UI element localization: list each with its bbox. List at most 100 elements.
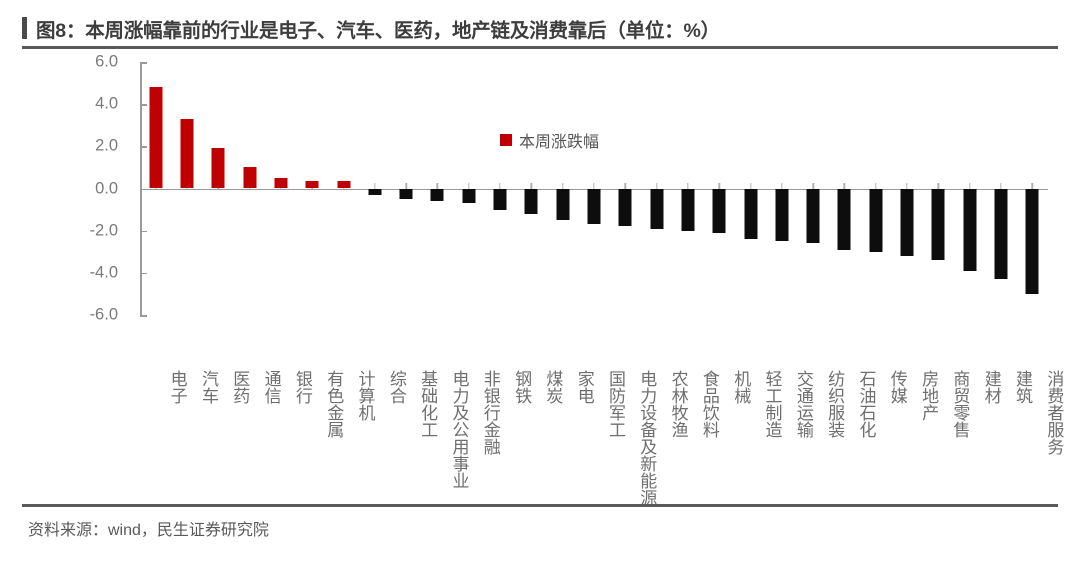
bar[interactable] [650, 188, 664, 229]
bar-slot [547, 62, 578, 315]
bar[interactable] [837, 188, 851, 250]
bar-slot [140, 62, 171, 315]
x-axis-category-label: 有色金属 [324, 370, 344, 438]
legend-label: 本周涨跌幅 [519, 134, 600, 151]
bar[interactable] [556, 188, 570, 221]
x-axis-category-label: 通信 [261, 370, 281, 404]
bar[interactable] [462, 188, 476, 204]
bar-slot [359, 62, 390, 315]
bar[interactable] [900, 188, 914, 256]
legend-swatch-icon [500, 134, 512, 146]
bar[interactable] [963, 188, 977, 271]
x-axis-category-label: 钢铁 [512, 370, 532, 404]
bar-slot [766, 62, 797, 315]
y-axis-labels: 6.0 4.0 2.0 0.0 -2.0 -4.0 -6.0 [22, 52, 130, 324]
x-axis-tick [530, 182, 533, 189]
bar-slot [516, 62, 547, 315]
x-axis-tick [468, 182, 470, 189]
x-axis-tick [499, 182, 501, 189]
bar[interactable] [681, 188, 695, 231]
bar-slot [704, 62, 735, 315]
x-axis-category-label: 煤炭 [543, 370, 563, 404]
bar-slot [1017, 62, 1048, 315]
bar-slot [390, 62, 421, 315]
bar[interactable] [1025, 188, 1039, 294]
x-axis-tick [1000, 182, 1002, 189]
y-axis-tick [140, 230, 147, 233]
bar[interactable] [744, 188, 758, 240]
x-axis-category-label: 汽车 [198, 370, 218, 404]
x-axis-category-label: 电力及公用事业 [449, 370, 469, 489]
x-axis-category-label: 建材 [981, 370, 1001, 404]
x-axis-tick [781, 182, 783, 189]
y-axis-tick-label: 4.0 [95, 94, 118, 113]
x-axis-category-label: 国防军工 [606, 370, 625, 438]
footer-divider [22, 504, 1058, 507]
x-axis-category-label: 电力设备及新能源 [637, 370, 657, 506]
bar[interactable] [775, 188, 789, 242]
bar-slot [672, 62, 703, 315]
x-axis-category-label: 消费者服务 [1044, 370, 1064, 455]
page-title: 图8：本周涨幅靠前的行业是电子、汽车、医药，地产链及消费靠后（单位：%） [36, 19, 720, 42]
x-axis-category-label: 机械 [731, 370, 751, 404]
x-axis-category-label: 房地产 [919, 370, 939, 421]
x-axis-tick [374, 182, 376, 189]
bar[interactable] [430, 188, 444, 202]
bar-slot [453, 62, 484, 315]
title-accent-bar [22, 17, 27, 39]
bar[interactable] [931, 188, 945, 261]
x-axis-tick [812, 182, 814, 189]
y-axis-tick [140, 315, 147, 317]
bar-slot [484, 62, 515, 315]
y-axis-tick [140, 104, 147, 106]
bar[interactable] [524, 188, 538, 214]
bar[interactable] [869, 188, 883, 252]
chart-title-row: 图8：本周涨幅靠前的行业是电子、汽车、医药，地产链及消费靠后（单位：%） [22, 10, 1058, 46]
bar-slot [860, 62, 891, 315]
bar[interactable] [994, 188, 1008, 280]
x-axis-tick [687, 182, 689, 189]
x-axis-tick [624, 182, 626, 189]
bar[interactable] [806, 188, 820, 244]
bar[interactable] [712, 188, 726, 233]
bar[interactable] [211, 148, 225, 189]
x-axis-tick [593, 182, 595, 189]
y-axis-tick-label: 2.0 [95, 136, 118, 155]
bar-slot [328, 62, 359, 315]
bar[interactable] [243, 167, 257, 189]
plot-area: 6.0 4.0 2.0 0.0 -2.0 -4.0 -6.0 本周涨跌幅 电子 汽车 医药 通信银… [22, 52, 1064, 507]
bar[interactable] [618, 188, 632, 227]
x-axis-category-label: 非银行金融 [480, 370, 500, 455]
x-axis-category-label: 综合 [386, 370, 406, 404]
bar-slot [735, 62, 766, 315]
bar[interactable] [587, 188, 601, 225]
bar[interactable] [337, 181, 350, 189]
bar-slot [610, 62, 641, 315]
bar[interactable] [180, 118, 194, 189]
bar-slot [985, 62, 1016, 315]
bar-slot [171, 62, 202, 315]
bar[interactable] [274, 177, 288, 189]
bar[interactable] [399, 188, 413, 200]
bar[interactable] [149, 87, 163, 189]
bar-slot [422, 62, 453, 315]
x-axis-category-label: 建筑 [1013, 370, 1033, 404]
x-axis-tick [405, 182, 407, 189]
bar[interactable] [368, 188, 382, 195]
bar[interactable] [305, 181, 319, 189]
x-axis-category-label: 交通运输 [793, 370, 813, 438]
x-axis-category-label: 计算机 [355, 370, 375, 421]
x-axis-tick [1031, 182, 1034, 189]
y-axis-tick-label: -4.0 [89, 263, 118, 282]
bar-slot [829, 62, 860, 315]
bar[interactable] [493, 188, 507, 210]
x-axis-category-label: 电子 [167, 370, 187, 404]
x-axis-tick [718, 182, 720, 189]
x-axis-category-label: 农林牧渔 [668, 370, 688, 438]
x-axis-category-label: 纺织服装 [825, 370, 845, 438]
bar-series [140, 62, 1048, 315]
title-divider [22, 46, 1058, 49]
x-axis-category-label: 轻工制造 [762, 370, 782, 438]
x-axis-category-label: 石油石化 [856, 370, 876, 438]
